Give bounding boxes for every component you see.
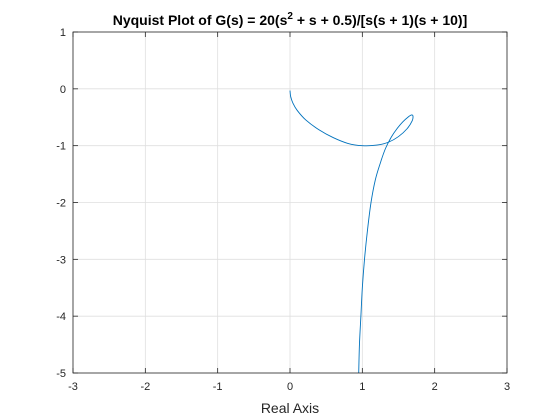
tick-marks xyxy=(72,31,508,374)
y-tick-label: -5 xyxy=(56,368,66,380)
x-tick-label: 3 xyxy=(504,381,510,393)
x-tick-label: -1 xyxy=(213,381,223,393)
y-tick-label: 1 xyxy=(60,27,66,39)
x-tick-labels: -3 -2 -1 0 1 2 3 xyxy=(68,381,510,393)
x-axis-label: Real Axis xyxy=(261,400,319,416)
y-tick-label: -3 xyxy=(56,254,66,266)
x-tick-label: -2 xyxy=(140,381,150,393)
x-tick-label: 1 xyxy=(359,381,365,393)
y-tick-labels: 1 0 -1 -2 -3 -4 -5 xyxy=(56,27,66,380)
x-tick-label: -3 xyxy=(68,381,78,393)
y-tick-label: -2 xyxy=(56,198,66,210)
x-tick-label: 0 xyxy=(287,381,293,393)
y-tick-label: 0 xyxy=(60,84,66,96)
y-tick-label: -4 xyxy=(56,311,66,323)
chart-title-suffix: + s + 0.5)/[s(s + 1)(s + 10)] xyxy=(293,12,467,28)
y-tick-label: -1 xyxy=(56,141,66,153)
nyquist-curve xyxy=(289,90,414,374)
x-tick-label: 2 xyxy=(432,381,438,393)
series-group xyxy=(289,90,414,374)
chart-title-prefix: Nyquist Plot of G(s) = 20(s xyxy=(113,12,288,28)
chart-title-superscript: 2 xyxy=(287,11,293,22)
chart-title: Nyquist Plot of G(s) = 20(s2 + s + 0.5)/… xyxy=(113,11,468,28)
